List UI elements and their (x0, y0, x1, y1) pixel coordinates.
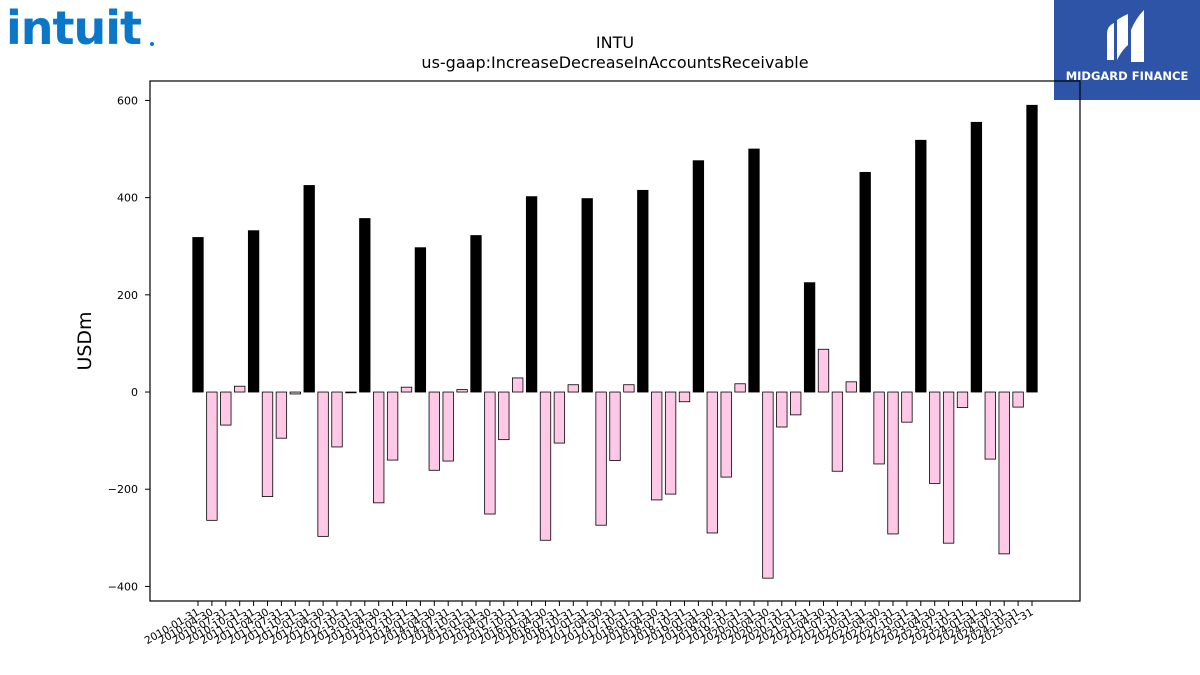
bar-2024-07-31 (998, 391, 1010, 555)
bar-2019-07-31 (720, 391, 732, 478)
bar-2010-01-31 (192, 237, 204, 393)
intuit-logo-text: intuit (6, 2, 141, 52)
bar-2014-07-31 (442, 391, 454, 462)
bar-2017-01-31 (581, 198, 593, 393)
bar-2021-04-30 (817, 348, 830, 393)
bar-2010-04-30 (206, 391, 218, 521)
midgard-finance-logo: MIDGARD FINANCE (1054, 0, 1200, 100)
intuit-logo: intuit (6, 1, 166, 56)
bar-2012-10-31 (345, 391, 357, 394)
midgard-mark-icon (1107, 10, 1144, 62)
y-tick-label: 400 (117, 192, 138, 205)
bar-2020-04-30 (762, 391, 774, 579)
bar-2013-07-31 (386, 391, 399, 461)
bar-2018-07-31 (664, 391, 677, 495)
bar-2015-04-30 (484, 391, 496, 515)
plot-frame (149, 80, 1081, 602)
bar-2020-01-31 (748, 148, 760, 393)
bar-2020-07-31 (776, 391, 788, 428)
bar-2015-01-31 (470, 235, 482, 393)
y-tick-label: 0 (131, 386, 138, 399)
bar-2021-10-31 (845, 381, 857, 393)
bar-2016-10-31 (567, 384, 579, 393)
bar-2011-04-30 (261, 391, 274, 497)
y-tick-label: −400 (108, 580, 138, 593)
bar-2020-10-31 (790, 391, 802, 416)
bar-2019-01-31 (692, 160, 705, 393)
bar-2018-04-30 (651, 391, 663, 501)
bar-2022-07-31 (887, 391, 899, 535)
bars-group (192, 104, 1038, 579)
bar-2013-10-31 (400, 386, 413, 393)
bar-2012-04-30 (317, 391, 329, 537)
bar-2023-01-31 (915, 139, 927, 393)
y-axis: −400 −200 0 200 400 600 (108, 94, 150, 593)
bar-2010-10-31 (234, 385, 246, 393)
bar-2012-07-31 (331, 391, 343, 448)
bar-2014-01-31 (414, 247, 427, 393)
bar-2021-07-31 (831, 391, 844, 472)
bar-2019-10-31 (734, 383, 746, 393)
bar-2018-01-31 (637, 189, 649, 393)
y-tick-label: −200 (108, 483, 138, 496)
y-tick-label: 600 (117, 94, 138, 107)
bar-2010-07-31 (220, 391, 232, 426)
y-tick-label: 200 (117, 289, 138, 302)
chart-title: INTU (596, 33, 634, 52)
bar-2011-10-31 (289, 391, 301, 395)
bar-2017-10-31 (623, 384, 635, 393)
bar-2022-01-31 (859, 171, 871, 393)
bar-2015-07-31 (498, 391, 510, 441)
bar-2014-04-30 (428, 391, 440, 471)
bar-2013-01-31 (359, 218, 371, 393)
bar-2011-07-31 (275, 391, 288, 439)
bar-2016-04-30 (539, 391, 552, 541)
bar-2024-10-31 (1012, 391, 1024, 408)
bar-2014-10-31 (456, 389, 468, 393)
bar-2018-10-31 (678, 391, 691, 403)
y-axis-label: USDm (74, 311, 96, 370)
bar-2023-10-31 (956, 391, 969, 408)
bar-2021-01-31 (803, 282, 816, 393)
bar-2015-10-31 (512, 377, 524, 393)
bar-2019-04-30 (706, 391, 718, 534)
bar-2012-01-31 (303, 185, 315, 393)
bar-2025-01-31 (1026, 104, 1038, 393)
midgard-finance-name: MIDGARD FINANCE (1065, 69, 1189, 83)
bar-2011-01-31 (247, 230, 260, 393)
bar-2016-07-31 (553, 391, 566, 444)
x-axis: 2010-01-312010-04-302010-07-312010-10-31… (143, 601, 1036, 647)
bar-2016-01-31 (525, 196, 538, 393)
bar-2013-04-30 (373, 391, 385, 504)
bar-2023-07-31 (942, 391, 955, 544)
bar-2022-10-31 (901, 391, 913, 423)
bar-2024-04-30 (984, 391, 996, 460)
chart-subtitle: us-gaap:IncreaseDecreaseInAccountsReceiv… (421, 53, 808, 72)
bar-2024-01-31 (970, 121, 983, 393)
bar-2017-04-30 (595, 391, 607, 526)
bar-2017-07-31 (609, 391, 621, 461)
bar-2023-04-30 (929, 391, 941, 484)
bar-2022-04-30 (873, 391, 885, 465)
